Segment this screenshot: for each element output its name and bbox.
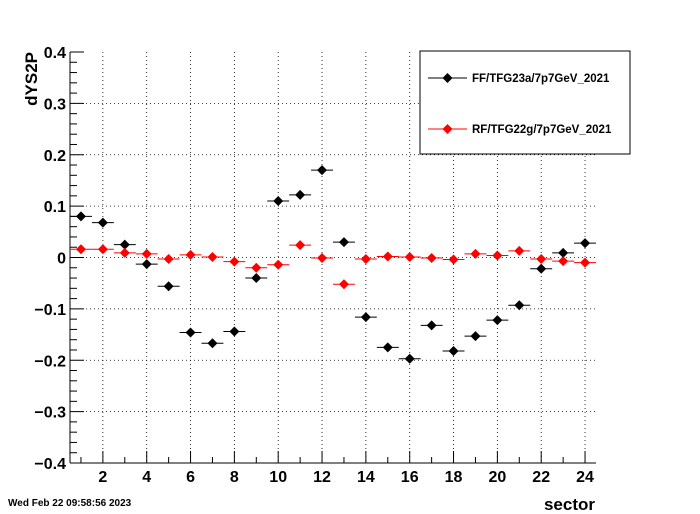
x-tick-label: 22 <box>532 469 550 486</box>
legend: FF/TFG23a/7p7GeV_2021 RF/TFG22g/7p7GeV_2… <box>420 51 630 154</box>
x-tick-label: 2 <box>98 469 107 486</box>
y-tick-labels: 0.4 0.3 0.2 0.1 0 −0.1 −0.2 −0.3 −0.4 <box>34 45 66 473</box>
legend-label-ff: FF/TFG23a/7p7GeV_2021 <box>472 73 610 85</box>
legend-label-rf: RF/TFG22g/7p7GeV_2021 <box>472 124 612 136</box>
y-tick-label: 0 <box>57 251 66 268</box>
x-tick-label: 14 <box>357 469 375 486</box>
legend-box <box>420 51 630 154</box>
x-tick-label: 10 <box>269 469 287 486</box>
x-axis-title: sector <box>544 495 595 514</box>
y-tick-label: −0.1 <box>34 302 66 319</box>
y-tick-label: −0.2 <box>34 353 66 370</box>
x-tick-label: 4 <box>142 469 151 486</box>
x-tick-label: 20 <box>488 469 506 486</box>
x-tick-label: 18 <box>445 469 463 486</box>
y-tick-label: 0.2 <box>44 148 66 165</box>
y-tick-label: 0.3 <box>44 96 66 113</box>
x-tick-label: 16 <box>401 469 419 486</box>
timestamp: Wed Feb 22 09:58:56 2023 <box>8 498 131 509</box>
y-tick-label: −0.4 <box>34 456 66 473</box>
x-tick-label: 6 <box>186 469 195 486</box>
y-tick-label: −0.3 <box>34 405 66 422</box>
y-tick-label: 0.4 <box>44 45 66 62</box>
x-tick-label: 12 <box>313 469 331 486</box>
x-tick-label: 8 <box>230 469 239 486</box>
y-axis-title: dYS2P <box>22 52 41 106</box>
y-tick-label: 0.1 <box>44 199 66 216</box>
x-tick-label: 24 <box>576 469 594 486</box>
x-tick-labels: 2 4 6 8 10 12 14 16 18 20 22 24 <box>98 469 594 486</box>
